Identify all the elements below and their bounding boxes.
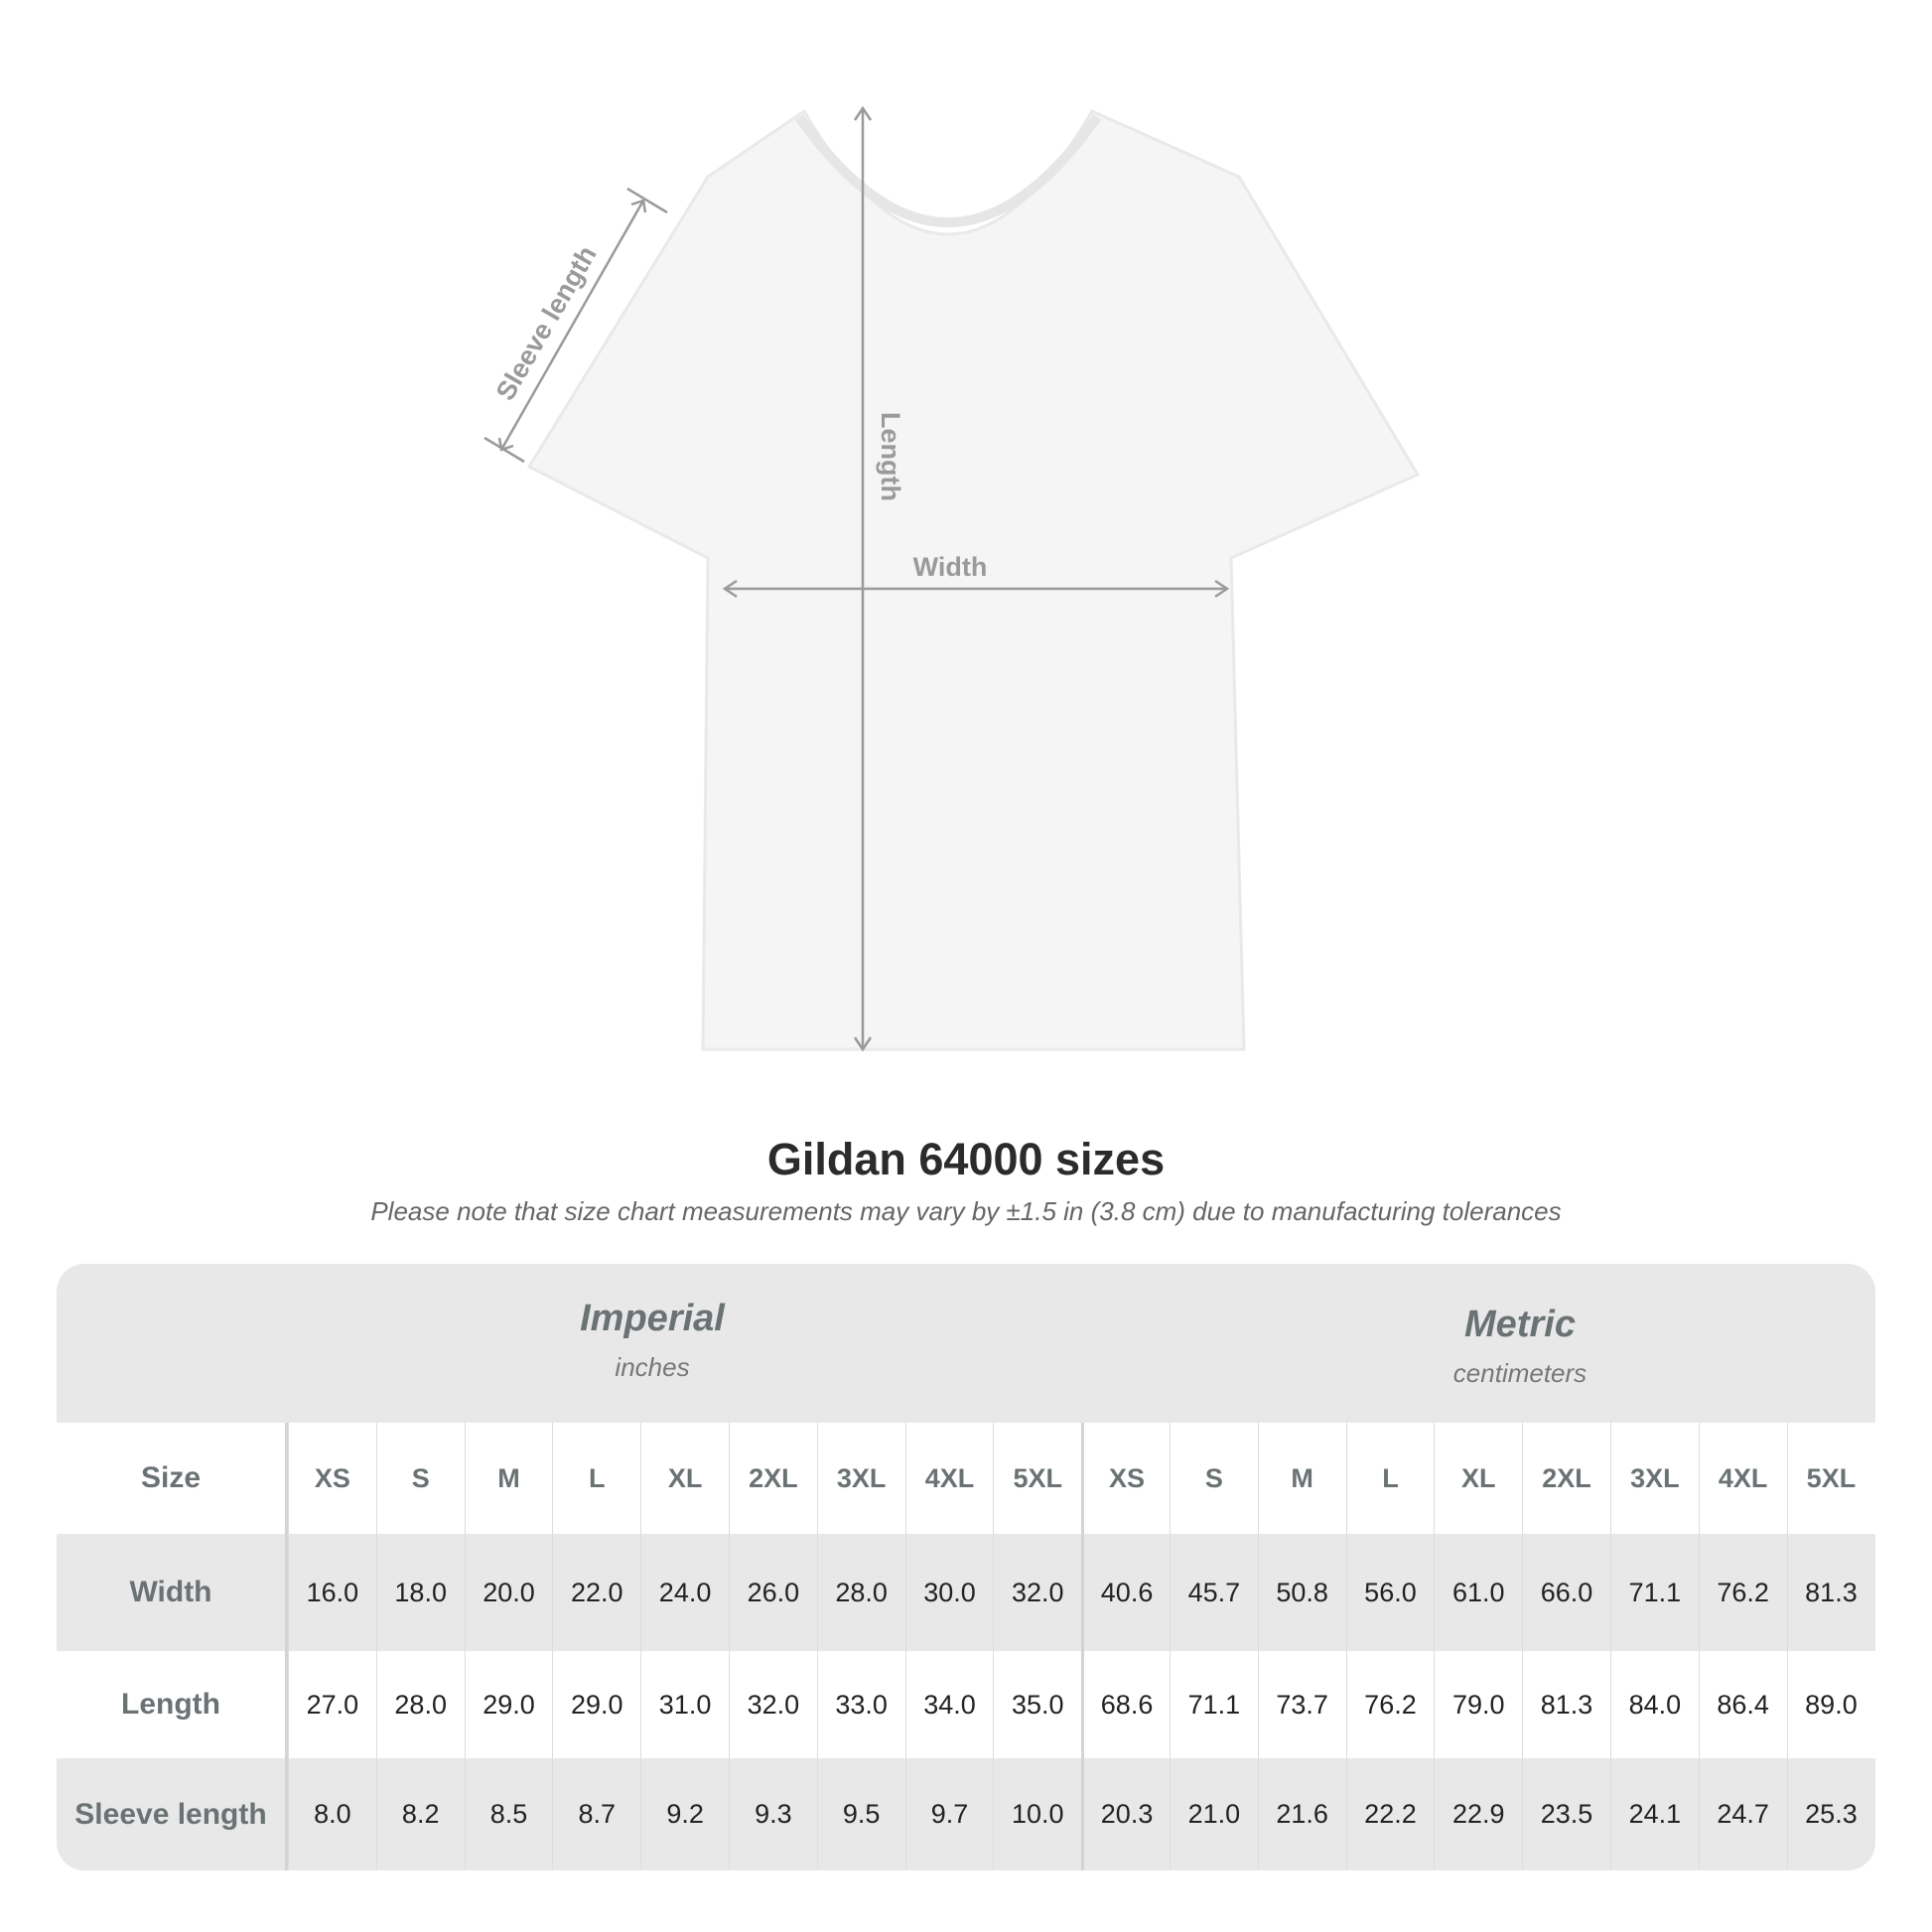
value-cell: 22.0 xyxy=(552,1534,640,1651)
value-cell: 23.5 xyxy=(1522,1758,1610,1870)
tshirt-diagram: Width Length Sleeve length xyxy=(483,105,1421,1052)
imperial-header: Imperial inches xyxy=(255,1298,1049,1383)
imperial-unit: inches xyxy=(615,1352,690,1382)
metric-title: Metric xyxy=(1464,1304,1576,1345)
size-cell: 2XL xyxy=(1522,1423,1610,1534)
value-cell: 28.0 xyxy=(375,1651,465,1758)
size-cell: XS xyxy=(288,1423,376,1534)
value-cell: 30.0 xyxy=(904,1534,994,1651)
value-cell: 29.0 xyxy=(552,1651,640,1758)
value-cell: 71.1 xyxy=(1169,1651,1258,1758)
size-header-row: Size XS S M L XL 2XL 3XL 4XL 5XL XS S M L XL 2XL 3XL 4XL 5… xyxy=(57,1423,1875,1534)
page-title: Gildan 64000 sizes xyxy=(766,1134,1166,1184)
row-label: Size xyxy=(57,1423,288,1534)
table-row: Width 16.0 18.0 20.0 22.0 24.0 26.0 28.0 30.0 32.… xyxy=(57,1534,1875,1651)
value-cell: 20.0 xyxy=(464,1534,553,1651)
row-label: Sleeve length xyxy=(57,1758,288,1870)
size-cell: 3XL xyxy=(816,1423,905,1534)
size-cell: M xyxy=(1257,1423,1346,1534)
value-cell: 33.0 xyxy=(816,1651,905,1758)
size-cell: 4XL xyxy=(904,1423,994,1534)
value-cell: 21.6 xyxy=(1257,1758,1346,1870)
value-cell: 34.0 xyxy=(904,1651,994,1758)
value-cell: 27.0 xyxy=(288,1651,376,1758)
table-row: Length 27.0 28.0 29.0 29.0 31.0 32.0 33.0 34.0 35… xyxy=(57,1651,1875,1758)
metric-unit: centimeters xyxy=(1452,1358,1587,1388)
size-cell: 5XL xyxy=(1786,1423,1875,1534)
size-cell: L xyxy=(1345,1423,1435,1534)
value-cell: 31.0 xyxy=(640,1651,729,1758)
row-label: Width xyxy=(57,1534,288,1651)
value-cell: 16.0 xyxy=(288,1534,376,1651)
value-cell: 8.7 xyxy=(552,1758,640,1870)
table-header: Imperial inches Metric centimeters xyxy=(57,1264,1875,1423)
size-cell: L xyxy=(552,1423,640,1534)
value-cell: 84.0 xyxy=(1609,1651,1699,1758)
sleeve-arrow xyxy=(499,200,645,451)
value-cell: 40.6 xyxy=(1081,1534,1170,1651)
value-cell: 9.2 xyxy=(640,1758,729,1870)
value-cell: 32.0 xyxy=(728,1651,817,1758)
value-cell: 25.3 xyxy=(1786,1758,1875,1870)
value-cell: 22.2 xyxy=(1345,1758,1435,1870)
value-cell: 22.9 xyxy=(1434,1758,1522,1870)
value-cell: 89.0 xyxy=(1786,1651,1875,1758)
value-cell: 56.0 xyxy=(1345,1534,1435,1651)
value-cell: 79.0 xyxy=(1434,1651,1522,1758)
value-cell: 24.0 xyxy=(640,1534,729,1651)
value-cell: 8.0 xyxy=(288,1758,376,1870)
size-cell: 4XL xyxy=(1698,1423,1787,1534)
value-cell: 21.0 xyxy=(1169,1758,1258,1870)
size-cell: M xyxy=(464,1423,553,1534)
size-cell: XL xyxy=(1434,1423,1522,1534)
tolerance-note: Please note that size chart measurements… xyxy=(370,1196,1562,1226)
value-cell: 66.0 xyxy=(1522,1534,1610,1651)
value-cell: 86.4 xyxy=(1698,1651,1787,1758)
value-cell: 71.1 xyxy=(1609,1534,1699,1651)
value-cell: 28.0 xyxy=(816,1534,905,1651)
value-cell: 20.3 xyxy=(1081,1758,1170,1870)
size-cell: 2XL xyxy=(728,1423,817,1534)
table-row: Sleeve length 8.0 8.2 8.5 8.7 9.2 9.3 9.5 9.7 10.… xyxy=(57,1758,1875,1870)
value-cell: 8.2 xyxy=(375,1758,465,1870)
size-cell: 5XL xyxy=(993,1423,1081,1534)
row-label: Length xyxy=(57,1651,288,1758)
length-label: Length xyxy=(876,412,905,501)
value-cell: 9.7 xyxy=(904,1758,994,1870)
size-cell: S xyxy=(1169,1423,1258,1534)
value-cell: 8.5 xyxy=(464,1758,553,1870)
value-cell: 76.2 xyxy=(1698,1534,1787,1651)
value-cell: 26.0 xyxy=(728,1534,817,1651)
size-table: Imperial inches Metric centimeters Size X… xyxy=(57,1264,1875,1870)
value-cell: 76.2 xyxy=(1345,1651,1435,1758)
value-cell: 29.0 xyxy=(464,1651,553,1758)
size-cell: XS xyxy=(1081,1423,1170,1534)
size-cell: S xyxy=(375,1423,465,1534)
collar xyxy=(794,114,1102,227)
size-cell: XL xyxy=(640,1423,729,1534)
value-cell: 10.0 xyxy=(993,1758,1081,1870)
value-cell: 9.3 xyxy=(728,1758,817,1870)
value-cell: 81.3 xyxy=(1786,1534,1875,1651)
value-cell: 32.0 xyxy=(993,1534,1081,1651)
value-cell: 45.7 xyxy=(1169,1534,1258,1651)
imperial-title: Imperial xyxy=(580,1298,725,1339)
value-cell: 9.5 xyxy=(816,1758,905,1870)
value-cell: 24.1 xyxy=(1609,1758,1699,1870)
metric-header: Metric centimeters xyxy=(1123,1304,1875,1389)
value-cell: 18.0 xyxy=(375,1534,465,1651)
value-cell: 73.7 xyxy=(1257,1651,1346,1758)
value-cell: 24.7 xyxy=(1698,1758,1787,1870)
value-cell: 61.0 xyxy=(1434,1534,1522,1651)
value-cell: 35.0 xyxy=(993,1651,1081,1758)
width-label: Width xyxy=(913,552,988,582)
value-cell: 81.3 xyxy=(1522,1651,1610,1758)
value-cell: 68.6 xyxy=(1081,1651,1170,1758)
value-cell: 50.8 xyxy=(1257,1534,1346,1651)
size-cell: 3XL xyxy=(1609,1423,1699,1534)
